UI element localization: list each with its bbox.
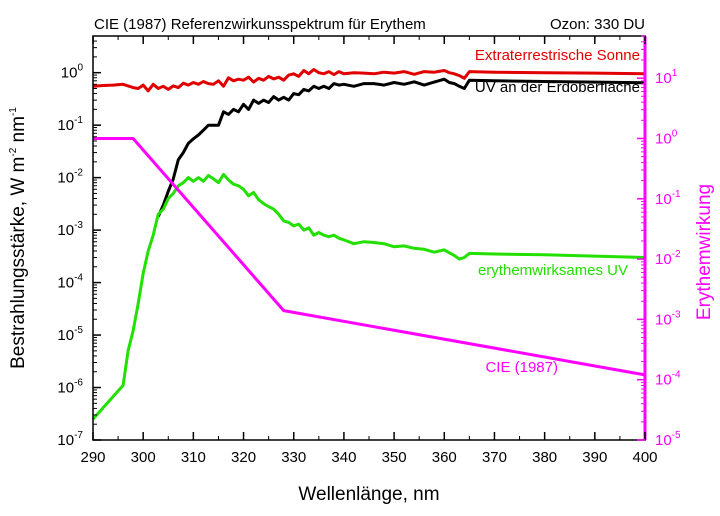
series-surface-uv-label: UV an der Erdoberfläche — [475, 79, 640, 96]
y-axis-left-title: Bestrahlungsstärke, W m-2 nm-1 — [8, 107, 29, 369]
x-tick-label: 390 — [582, 449, 607, 466]
y-left-tick-label: 10-6 — [57, 378, 83, 397]
x-axis-title: Wellenlänge, nm — [298, 484, 439, 505]
series-cie-1987 — [93, 137, 646, 377]
y-left-tick-label: 10-2 — [57, 168, 83, 187]
series-layer — [91, 68, 646, 421]
x-tick-label: 370 — [482, 449, 507, 466]
y-right-tick-label: 10-4 — [655, 370, 681, 389]
y-left-tick-label: 10-5 — [57, 325, 83, 344]
y-right-tick-label: 100 — [655, 128, 678, 147]
y-axis-right-title: Erythemwirkung — [694, 184, 715, 320]
labels-layer: 290 300 310 320 330 340 350 360 370 380 390 400 10-7… — [8, 47, 681, 466]
plot-frame — [92, 35, 646, 441]
y-right-tick-label: 10-5 — [655, 430, 681, 449]
x-tick-label: 400 — [632, 449, 657, 466]
y-right-tick-label: 101 — [655, 68, 678, 87]
y-left-tick-label: 10-3 — [57, 220, 83, 239]
x-tick-label: 360 — [432, 449, 457, 466]
x-tick-label: 320 — [231, 449, 256, 466]
y-right-tick-label: 10-1 — [655, 189, 681, 208]
chart-subtitle: Ozon: 330 DU — [550, 16, 645, 33]
series-surface-uv — [156, 77, 646, 218]
x-tick-label: 290 — [80, 449, 105, 466]
x-tick-label: 310 — [181, 449, 206, 466]
x-tick-label: 350 — [382, 449, 407, 466]
y-left-tick-label: 10-7 — [57, 430, 83, 449]
series-erythemal-uv — [91, 172, 646, 421]
chart-title: CIE (1987) Referenzwirkunsspektrum für E… — [94, 16, 426, 33]
y-left-tick-label: 100 — [61, 63, 84, 82]
x-tick-label: 300 — [131, 449, 156, 466]
y-left-tick-label: 10-1 — [57, 115, 83, 134]
y-right-tick-label: 10-2 — [655, 249, 681, 268]
x-tick-label: 340 — [331, 449, 356, 466]
x-tick-label: 380 — [532, 449, 557, 466]
axes-layer — [92, 35, 646, 441]
series-erythemal-uv-label: erythemwirksames UV — [478, 262, 628, 279]
series-extraterrestrial-label: Extraterrestrische Sonne — [475, 47, 640, 64]
x-tick-label: 330 — [281, 449, 306, 466]
y-left-tick-label: 10-4 — [57, 273, 83, 292]
y-right-tick-label: 10-3 — [655, 309, 681, 328]
series-cie-1987-label: CIE (1987) — [485, 359, 558, 376]
series-extraterrestrial — [92, 68, 646, 93]
